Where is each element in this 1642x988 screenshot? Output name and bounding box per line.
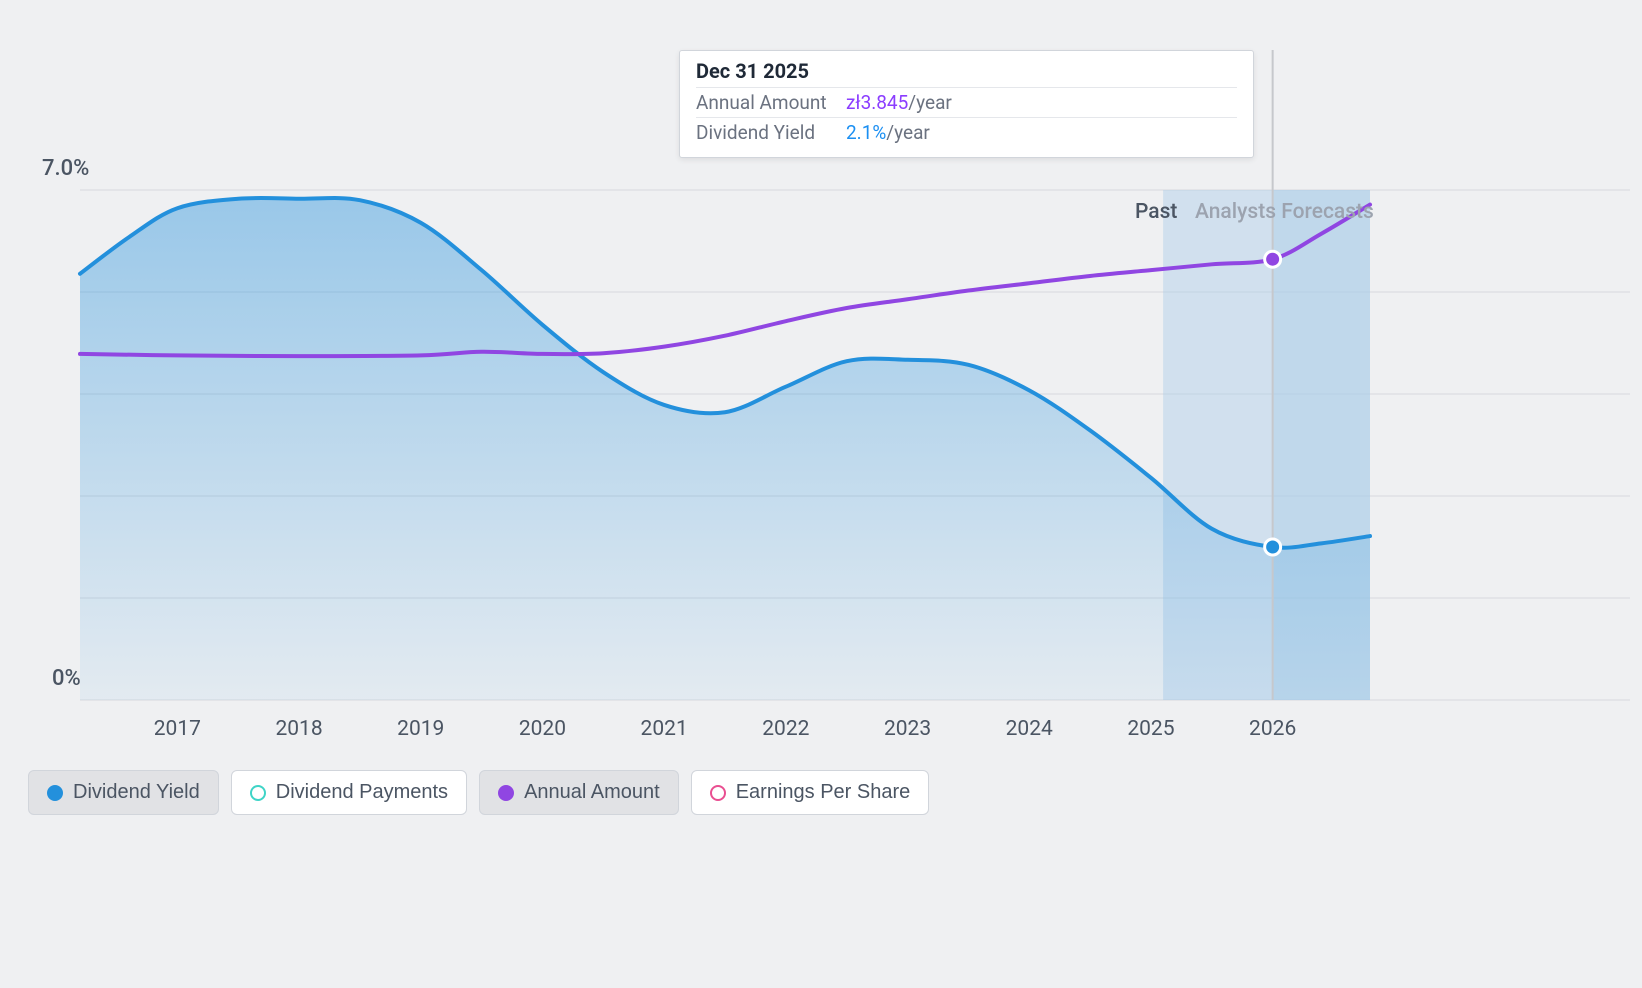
tooltip-value: zł3.845 <box>846 91 908 114</box>
dividend_payments-marker-icon <box>250 785 266 801</box>
legend-label: Dividend Payments <box>276 781 448 804</box>
tooltip-label: Annual Amount <box>696 91 846 114</box>
x-tick-label: 2018 <box>275 717 322 741</box>
dividend_yield-marker-icon <box>47 785 63 801</box>
legend-toggle-dividend_payments[interactable]: Dividend Payments <box>231 770 467 815</box>
x-tick-label: 2026 <box>1249 717 1296 741</box>
tooltip-row-dividend-yield: Dividend Yield 2.1% /year <box>696 117 1237 147</box>
legend-toggle-dividend_yield[interactable]: Dividend Yield <box>28 770 219 815</box>
tooltip-suffix: /year <box>908 91 952 114</box>
tooltip-date: Dec 31 2025 <box>696 59 1237 87</box>
tooltip-row-annual-amount: Annual Amount zł3.845 /year <box>696 87 1237 117</box>
legend-label: Earnings Per Share <box>736 781 911 804</box>
dividend-chart: 7.0% 0% 2017 2018 2019 2020 2021 2022 2023 2024… <box>0 0 1642 988</box>
legend-label: Annual Amount <box>524 781 660 804</box>
eps-marker-icon <box>710 785 726 801</box>
x-tick-label: 2025 <box>1127 717 1174 741</box>
y-axis-max-label: 7.0% <box>42 156 89 181</box>
legend: Dividend Yield Dividend Payments Annual Am… <box>28 770 929 815</box>
x-tick-label: 2022 <box>762 717 809 741</box>
tooltip-value: 2.1% <box>846 121 886 144</box>
region-label-forecast: Analysts Forecasts <box>1195 200 1374 224</box>
legend-label: Dividend Yield <box>73 781 200 804</box>
x-tick-label: 2019 <box>397 717 444 741</box>
hover-tooltip: Dec 31 2025 Annual Amount zł3.845 /year … <box>679 50 1254 158</box>
x-tick-label: 2023 <box>884 717 931 741</box>
x-tick-label: 2017 <box>154 717 201 741</box>
tooltip-label: Dividend Yield <box>696 121 846 144</box>
y-axis-min-label: 0% <box>52 666 81 691</box>
legend-toggle-eps[interactable]: Earnings Per Share <box>691 770 930 815</box>
tooltip-suffix: /year <box>886 121 930 144</box>
legend-toggle-annual_amount[interactable]: Annual Amount <box>479 770 679 815</box>
x-tick-label: 2020 <box>519 717 566 741</box>
annual_amount-marker-icon <box>498 785 514 801</box>
x-tick-label: 2021 <box>641 717 688 741</box>
region-label-past: Past <box>1135 200 1177 224</box>
x-tick-label: 2024 <box>1006 717 1053 741</box>
